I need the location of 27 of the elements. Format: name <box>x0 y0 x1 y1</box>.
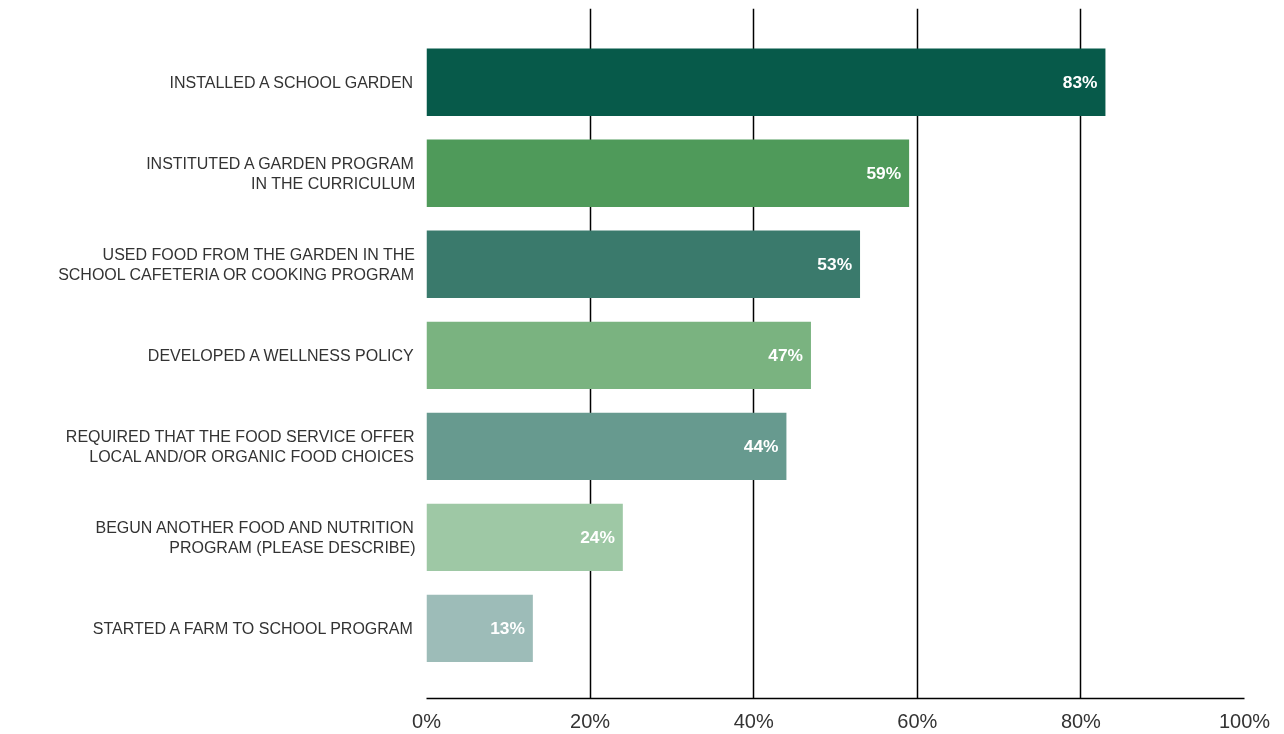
bar <box>426 503 623 572</box>
data-label: 59% <box>866 163 902 184</box>
bar <box>426 139 910 207</box>
x-tick-label: 60% <box>897 709 938 732</box>
data-label: 83% <box>1062 72 1098 93</box>
x-tick-label: 80% <box>1060 709 1102 732</box>
bar <box>426 321 811 389</box>
x-tick-label: 0% <box>412 709 442 732</box>
bar <box>426 230 861 298</box>
bar <box>426 412 787 481</box>
data-label: 44% <box>743 436 779 457</box>
x-tick-label: 20% <box>570 709 611 732</box>
data-label: 47% <box>768 345 803 366</box>
y-tick-label: REQUIRED THAT THE FOOD SERVICE OFFER LOCAL AND/OR ORGANIC FOOD CHOICES <box>65 427 415 466</box>
y-tick-label: BEGUN ANOTHER FOOD AND NUTRITION PROGRAM (PLEASE DESCRIBE) <box>95 518 416 557</box>
y-tick-label: STARTED A FARM TO SCHOOL PROGRAM <box>92 619 413 637</box>
y-tick-label: DEVELOPED A WELLNESS POLICY <box>147 346 415 364</box>
bar <box>426 594 533 663</box>
data-label: 53% <box>817 254 853 275</box>
x-tick-label: 100% <box>1218 709 1271 732</box>
bar <box>426 48 1106 116</box>
data-label: 13% <box>490 618 525 639</box>
y-tick-label: USED FOOD FROM THE GARDEN IN THE SCHOOL CAFETERIA OR COOKING PROGRAM <box>58 245 415 283</box>
x-tick-label: 40% <box>733 709 774 732</box>
y-tick-label: INSTALLED A SCHOOL GARDEN <box>169 73 414 91</box>
y-tick-label: INSTITUTED A GARDEN PROGRAM IN THE CURRICULUM <box>146 154 416 192</box>
data-label: 24% <box>580 527 615 548</box>
